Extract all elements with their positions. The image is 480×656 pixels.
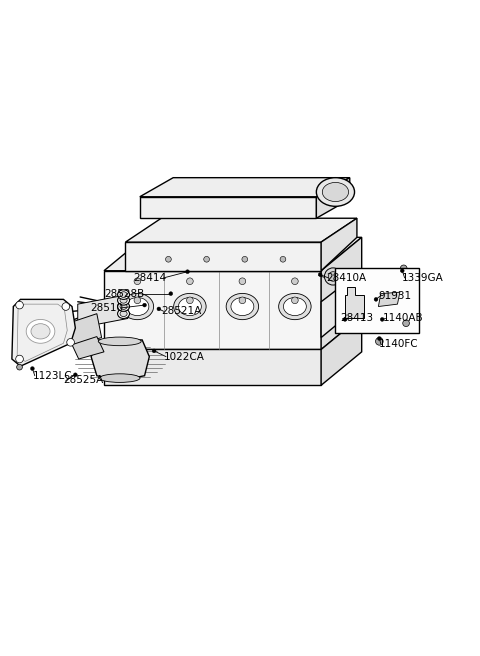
Ellipse shape xyxy=(316,178,355,206)
Text: 1140AB: 1140AB xyxy=(383,314,424,323)
Ellipse shape xyxy=(226,293,259,319)
Polygon shape xyxy=(125,242,321,271)
Circle shape xyxy=(204,256,209,262)
Circle shape xyxy=(375,338,383,345)
Text: 28414: 28414 xyxy=(133,273,166,283)
Circle shape xyxy=(400,269,404,273)
Circle shape xyxy=(166,256,171,262)
Polygon shape xyxy=(78,295,128,328)
Circle shape xyxy=(134,297,141,304)
Circle shape xyxy=(403,320,409,327)
Ellipse shape xyxy=(120,297,127,303)
Ellipse shape xyxy=(323,182,348,201)
Text: 28521A: 28521A xyxy=(161,306,202,316)
Polygon shape xyxy=(321,271,362,338)
Text: 1339GA: 1339GA xyxy=(402,273,444,283)
Text: 91931: 91931 xyxy=(378,291,411,300)
Text: 28410A: 28410A xyxy=(326,273,366,283)
Ellipse shape xyxy=(31,323,50,339)
Polygon shape xyxy=(321,218,357,271)
Text: 28510: 28510 xyxy=(90,303,123,313)
Bar xyxy=(336,268,419,333)
Circle shape xyxy=(400,265,407,272)
Polygon shape xyxy=(12,299,75,366)
Circle shape xyxy=(239,278,246,285)
Ellipse shape xyxy=(118,309,130,318)
Circle shape xyxy=(187,278,193,285)
Text: 1123LC: 1123LC xyxy=(33,371,72,380)
Polygon shape xyxy=(125,218,357,242)
Ellipse shape xyxy=(174,293,206,319)
Polygon shape xyxy=(140,197,316,218)
Polygon shape xyxy=(104,350,321,385)
Polygon shape xyxy=(321,316,362,385)
Polygon shape xyxy=(72,337,104,359)
Circle shape xyxy=(16,355,24,363)
Ellipse shape xyxy=(283,297,306,316)
Circle shape xyxy=(328,272,338,281)
Circle shape xyxy=(73,373,77,377)
Circle shape xyxy=(31,367,34,371)
Ellipse shape xyxy=(179,297,201,316)
Circle shape xyxy=(380,318,384,321)
Circle shape xyxy=(343,318,347,321)
Ellipse shape xyxy=(98,337,141,346)
Polygon shape xyxy=(321,237,362,350)
Circle shape xyxy=(242,256,248,262)
Circle shape xyxy=(318,273,322,276)
Ellipse shape xyxy=(120,311,127,317)
Polygon shape xyxy=(345,287,364,318)
Polygon shape xyxy=(140,178,350,197)
Circle shape xyxy=(62,302,70,310)
Circle shape xyxy=(152,349,156,353)
Ellipse shape xyxy=(118,302,130,312)
Polygon shape xyxy=(91,340,149,380)
Circle shape xyxy=(187,297,193,304)
Circle shape xyxy=(169,292,173,296)
Polygon shape xyxy=(68,314,102,346)
Circle shape xyxy=(377,337,381,340)
Circle shape xyxy=(67,338,74,346)
Polygon shape xyxy=(104,271,321,350)
Circle shape xyxy=(17,364,23,370)
Circle shape xyxy=(134,278,141,285)
Polygon shape xyxy=(378,292,400,306)
Circle shape xyxy=(186,270,190,274)
Circle shape xyxy=(157,307,161,311)
Ellipse shape xyxy=(120,292,127,297)
Text: 28528B: 28528B xyxy=(104,289,144,298)
Circle shape xyxy=(291,297,298,304)
Ellipse shape xyxy=(118,290,130,299)
Circle shape xyxy=(239,297,246,304)
Circle shape xyxy=(324,268,342,285)
Ellipse shape xyxy=(118,296,130,305)
Circle shape xyxy=(16,301,24,309)
Circle shape xyxy=(143,303,146,307)
Text: 28525A: 28525A xyxy=(63,375,104,386)
Ellipse shape xyxy=(121,293,154,319)
Text: 1140FC: 1140FC xyxy=(378,338,418,349)
Circle shape xyxy=(280,256,286,262)
Text: 28413: 28413 xyxy=(340,314,373,323)
Ellipse shape xyxy=(120,304,127,310)
Circle shape xyxy=(291,278,298,285)
Ellipse shape xyxy=(279,293,311,319)
Circle shape xyxy=(374,297,378,301)
Ellipse shape xyxy=(231,297,254,316)
Polygon shape xyxy=(104,237,362,271)
Ellipse shape xyxy=(126,297,149,316)
Polygon shape xyxy=(316,178,350,218)
Text: 1022CA: 1022CA xyxy=(164,352,204,361)
Ellipse shape xyxy=(99,374,140,382)
Ellipse shape xyxy=(26,319,55,343)
